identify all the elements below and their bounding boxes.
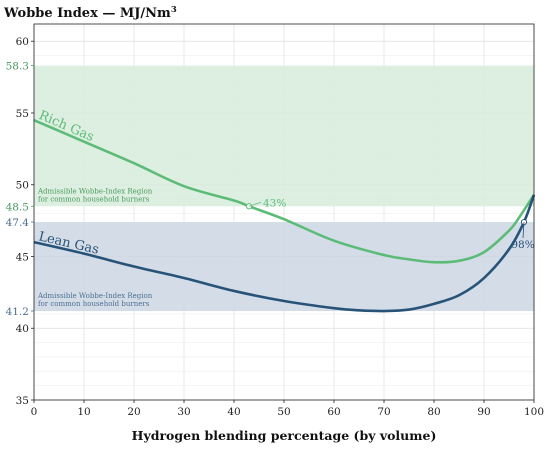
annotation-label-rich: 43% (263, 197, 286, 209)
x-axis-label: Hydrogen blending percentage (by volume) (132, 428, 437, 443)
rich-gas-admissible-region (34, 65, 534, 207)
y-tick-label: 55 (16, 108, 29, 120)
y-tick-label: 45 (16, 251, 29, 263)
annotation-lean-gas: 98% (511, 218, 535, 251)
y-axis-ticks: 35 40 45 50 55 60 (16, 36, 34, 407)
rich-region-label-line1: Admissible Wobbe-Index Region (37, 187, 153, 195)
x-tick-label: 70 (377, 406, 390, 418)
x-tick-label: 0 (31, 406, 38, 418)
x-tick-label: 30 (177, 406, 190, 418)
series-line-rich-gas (33, 118, 536, 264)
region-bound-label: 58.3 (6, 61, 29, 73)
y-tick-label: 35 (16, 395, 29, 407)
x-tick-label: 80 (427, 406, 440, 418)
x-tick-label: 10 (77, 406, 90, 418)
x-axis-ticks: 0 10 20 30 40 50 60 70 80 90 100 (31, 400, 544, 418)
x-tick-label: 90 (477, 406, 490, 418)
annotation-rich-gas: 43% (245, 197, 286, 210)
chart-title-text: Wobbe Index — MJ/Nm (3, 6, 171, 21)
annotation-leader-rich (248, 201, 262, 207)
chart-title-superscript: 3 (171, 5, 177, 15)
chart-title: Wobbe Index — MJ/Nm3 (3, 5, 177, 21)
region-bound-label: 41.2 (6, 306, 29, 318)
x-tick-label: 60 (327, 406, 340, 418)
lean-region-label-line1: Admissible Wobbe-Index Region (37, 292, 153, 300)
region-bound-label: 47.4 (6, 217, 30, 229)
rich-region-label-line2: for common household burners (38, 195, 150, 203)
y-tick-label: 40 (16, 323, 29, 335)
series-line-lean-gas (33, 194, 536, 313)
region-bound-label: 48.5 (6, 201, 29, 213)
y-tick-label: 60 (16, 36, 29, 48)
lean-region-label-line2: for common household burners (38, 300, 150, 308)
annotation-label-lean: 98% (511, 239, 534, 251)
x-tick-label: 50 (277, 406, 290, 418)
annotation-leader-lean (522, 222, 525, 239)
lean-gas-admissible-region (34, 222, 534, 312)
x-tick-label: 40 (227, 406, 240, 418)
x-tick-label: 100 (524, 406, 544, 418)
y-tick-label: 50 (16, 180, 29, 192)
x-tick-label: 20 (127, 406, 140, 418)
region-bound-labels: 58.3 48.5 47.4 41.2 (6, 61, 34, 318)
